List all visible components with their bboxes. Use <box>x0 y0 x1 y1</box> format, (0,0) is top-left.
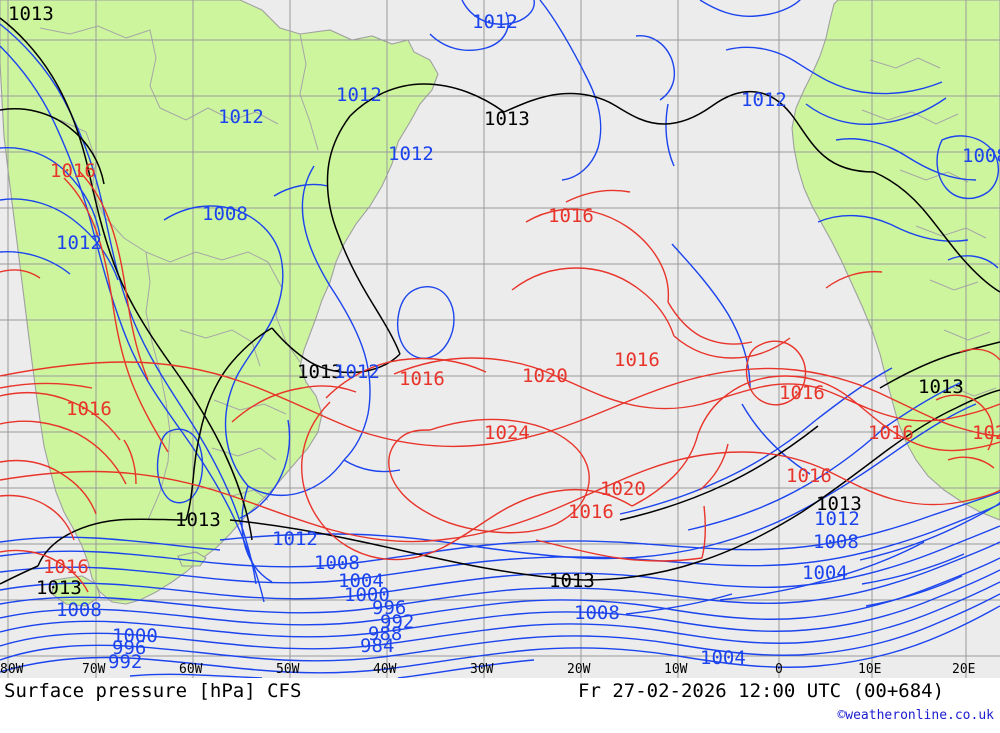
lon-tick-20W: 20W <box>567 662 591 677</box>
map-canvas: 1013 1012 1012 1012 1012 1013 1012 1008 … <box>0 0 1000 678</box>
svg-text:1016: 1016 <box>399 368 445 390</box>
copyright-notice[interactable]: ©weatheronline.co.uk <box>837 708 994 723</box>
svg-text:984: 984 <box>360 635 394 657</box>
svg-text:1008: 1008 <box>962 145 1000 167</box>
svg-text:996: 996 <box>372 597 406 619</box>
svg-text:1012: 1012 <box>472 11 518 33</box>
lon-tick-0: 0 <box>775 662 783 677</box>
svg-text:1016: 1016 <box>66 398 112 420</box>
svg-text:1016: 1016 <box>868 422 914 444</box>
svg-text:1004: 1004 <box>338 570 384 592</box>
isobars-1013 <box>0 17 1000 585</box>
svg-text:992: 992 <box>108 651 142 673</box>
page-title: Surface pressure [hPa] CFS <box>4 680 302 702</box>
svg-text:1013: 1013 <box>918 376 964 398</box>
svg-text:1016: 1016 <box>568 501 614 523</box>
svg-text:1012: 1012 <box>814 508 860 530</box>
svg-text:1012: 1012 <box>272 528 318 550</box>
map-footer: Surface pressure [hPa] CFS Fr 27-02-2026… <box>0 678 1000 733</box>
lon-tick-40W: 40W <box>373 662 397 677</box>
pressure-contour-map[interactable]: 1013 1012 1012 1012 1012 1013 1012 1008 … <box>0 0 1000 678</box>
svg-text:1016: 1016 <box>50 160 96 182</box>
svg-text:1016: 1016 <box>43 556 89 578</box>
svg-text:1020: 1020 <box>600 478 646 500</box>
svg-text:1016: 1016 <box>614 349 660 371</box>
contour-labels: 1013 1012 1012 1012 1012 1013 1012 1008 … <box>8 3 1000 673</box>
svg-text:1024: 1024 <box>484 422 530 444</box>
svg-text:1020: 1020 <box>522 365 568 387</box>
svg-text:1012: 1012 <box>56 232 102 254</box>
svg-text:1012: 1012 <box>741 89 787 111</box>
svg-text:1013: 1013 <box>484 108 530 130</box>
model-run-info: Fr 27-02-2026 12:00 UTC (00+684) <box>578 680 945 702</box>
svg-text:1013: 1013 <box>816 493 862 515</box>
svg-text:1012: 1012 <box>388 143 434 165</box>
lon-tick-70W: 70W <box>82 662 106 677</box>
svg-text:1013: 1013 <box>8 3 54 25</box>
country-borders <box>39 25 997 521</box>
africa-landmass <box>791 0 1000 521</box>
svg-text:1016: 1016 <box>786 465 832 487</box>
svg-text:1016: 1016 <box>779 382 825 404</box>
svg-text:1008: 1008 <box>56 599 102 621</box>
svg-text:1012: 1012 <box>218 106 264 128</box>
lon-tick-10W: 10W <box>664 662 688 677</box>
lon-tick-30W: 30W <box>470 662 494 677</box>
svg-text:1004: 1004 <box>700 647 746 669</box>
svg-text:1008: 1008 <box>202 203 248 225</box>
lon-tick-10E: 10E <box>858 662 882 677</box>
svg-text:988: 988 <box>368 623 402 645</box>
svg-text:1013: 1013 <box>549 570 595 592</box>
svg-text:992: 992 <box>380 611 414 633</box>
svg-text:1004: 1004 <box>802 562 848 584</box>
lon-tick-20E: 20E <box>952 662 976 677</box>
svg-text:1012: 1012 <box>334 361 380 383</box>
svg-text:1000: 1000 <box>344 584 390 606</box>
svg-text:102: 102 <box>972 422 1000 444</box>
land-polygons <box>0 0 1000 607</box>
lon-tick-80W: 80W <box>0 662 24 677</box>
svg-text:1013: 1013 <box>36 577 82 599</box>
svg-text:1016: 1016 <box>548 205 594 227</box>
lon-tick-50W: 50W <box>276 662 300 677</box>
lon-tick-60W: 60W <box>179 662 203 677</box>
svg-text:996: 996 <box>112 637 146 659</box>
svg-text:1012: 1012 <box>336 84 382 106</box>
isobars-high <box>0 169 1000 593</box>
svg-text:1000: 1000 <box>112 625 158 647</box>
svg-text:1013: 1013 <box>175 509 221 531</box>
svg-text:1008: 1008 <box>574 602 620 624</box>
svg-text:1008: 1008 <box>314 552 360 574</box>
svg-text:1013: 1013 <box>297 361 343 383</box>
svg-text:1008: 1008 <box>813 531 859 553</box>
